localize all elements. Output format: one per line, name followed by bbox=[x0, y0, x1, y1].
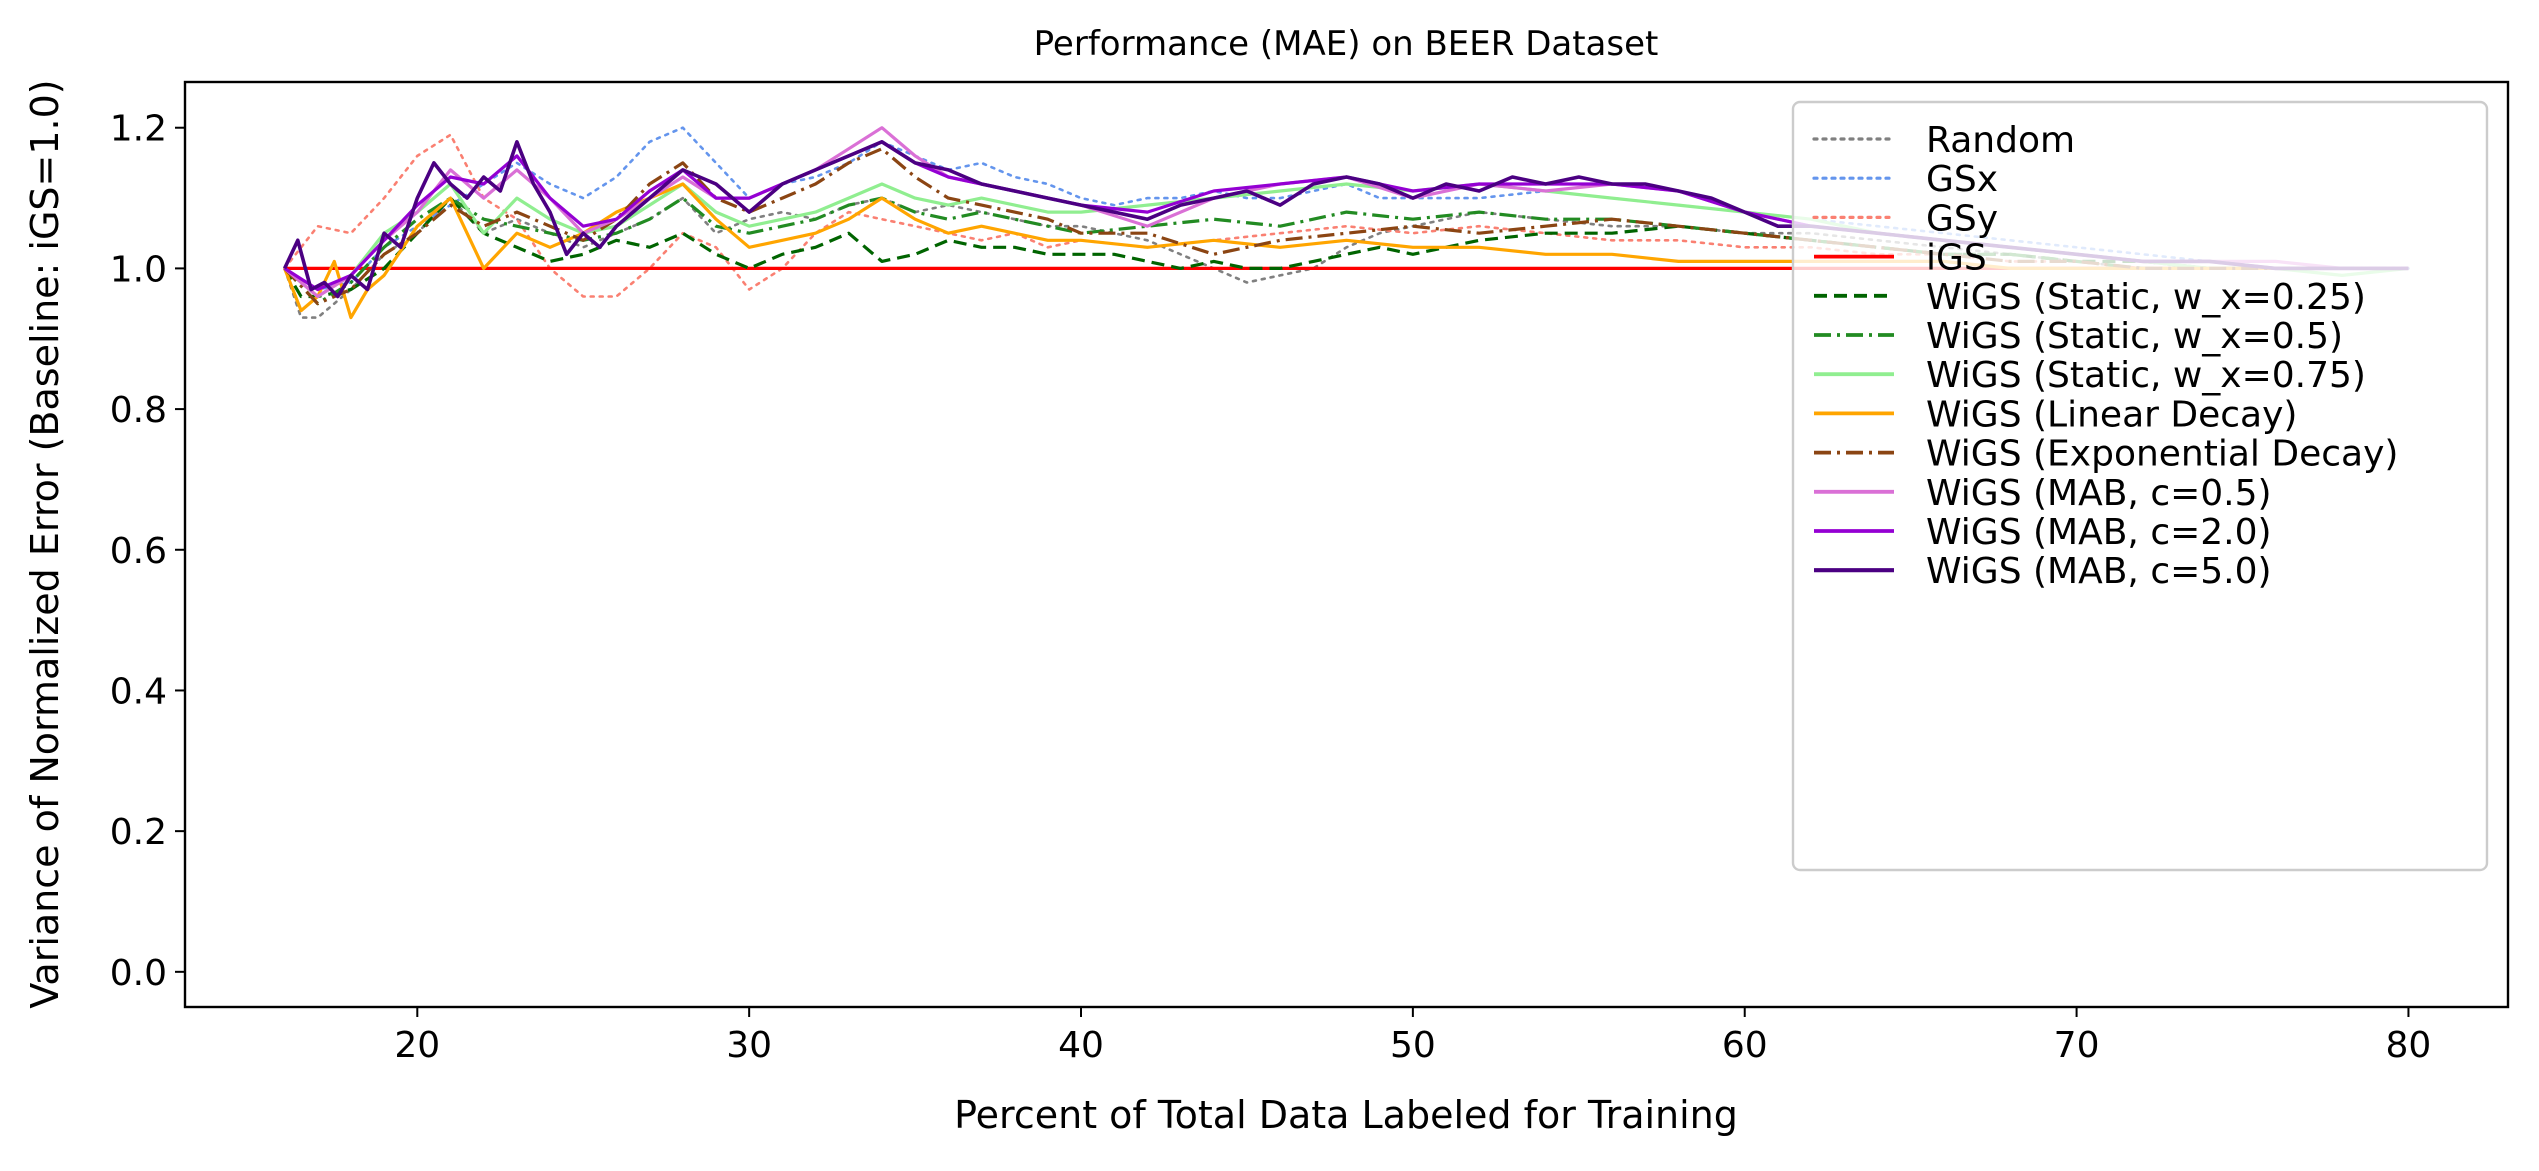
y-tick-label: 0.8 bbox=[110, 390, 167, 431]
legend-label: WiGS (Linear Decay) bbox=[1926, 394, 2297, 435]
x-axis-label: Percent of Total Data Labeled for Traini… bbox=[954, 1093, 1738, 1137]
legend-label: GSy bbox=[1926, 198, 1998, 239]
legend-label: WiGS (Static, w_x=0.5) bbox=[1926, 316, 2343, 357]
y-axis-label: Variance of Normalized Error (Baseline: … bbox=[23, 79, 67, 1008]
series-line-wigs-mab-c-5-0 bbox=[282, 140, 2409, 299]
x-tick-label: 40 bbox=[1058, 1025, 1104, 1066]
axes-frame bbox=[183, 80, 2510, 1009]
legend-label: WiGS (Static, w_x=0.25) bbox=[1926, 277, 2366, 318]
legend-item-gsx: GSx bbox=[1812, 159, 1998, 200]
x-axis-ticks: 20 30 40 50 60 70 80 bbox=[394, 1007, 2431, 1066]
y-tick-label: 0.6 bbox=[110, 531, 167, 572]
legend-item-wigs-static-w-x-0-75: WiGS (Static, w_x=0.75) bbox=[1814, 355, 2366, 396]
y-tick-label: 1.2 bbox=[110, 109, 167, 150]
series-group bbox=[282, 126, 2410, 320]
legend-item-wigs-static-w-x-0-25: WiGS (Static, w_x=0.25) bbox=[1814, 277, 2366, 318]
x-tick-label: 70 bbox=[2054, 1025, 2100, 1066]
legend-label: WiGS (MAB, c=2.0) bbox=[1926, 512, 2272, 553]
x-tick-label: 30 bbox=[726, 1025, 772, 1066]
legend-label: WiGS (Static, w_x=0.75) bbox=[1926, 355, 2366, 396]
y-tick-label: 0.2 bbox=[110, 812, 167, 853]
legend-label: WiGS (MAB, c=0.5) bbox=[1926, 473, 2272, 514]
legend-item-igs: iGS bbox=[1814, 238, 1987, 279]
y-axis-ticks: 0.0 0.2 0.4 0.6 0.8 1.0 1.2 bbox=[110, 109, 185, 994]
y-tick-label: 1.0 bbox=[110, 249, 167, 290]
legend-label: iGS bbox=[1926, 238, 1987, 279]
x-tick-label: 60 bbox=[1722, 1025, 1768, 1066]
series-line-wigs-exponential-decay bbox=[283, 147, 2409, 306]
legend-item-wigs-linear-decay: WiGS (Linear Decay) bbox=[1814, 394, 2297, 435]
legend-label: Random bbox=[1926, 120, 2075, 161]
x-tick-label: 20 bbox=[394, 1025, 440, 1066]
y-tick-label: 0.4 bbox=[110, 671, 167, 712]
legend-item-random: Random bbox=[1812, 120, 2075, 161]
x-tick-label: 50 bbox=[1390, 1025, 1436, 1066]
legend-box bbox=[1791, 100, 2489, 872]
legend-item-wigs-mab-c-0-5: WiGS (MAB, c=0.5) bbox=[1814, 473, 2272, 514]
legend-label: WiGS (Exponential Decay) bbox=[1926, 434, 2398, 475]
plot-area: 20 30 40 50 60 70 80 0.0 0.2 0.4 0.6 0.8 1.0 1.2 bbox=[110, 80, 2510, 1066]
series-line-random bbox=[283, 196, 2410, 319]
legend-label: GSx bbox=[1926, 159, 1998, 200]
y-tick-label: 0.0 bbox=[110, 953, 167, 994]
legend-item-gsy: GSy bbox=[1812, 198, 1998, 239]
legend-item-wigs-exponential-decay: WiGS (Exponential Decay) bbox=[1814, 434, 2398, 475]
legend-item-wigs-mab-c-5-0: WiGS (MAB, c=5.0) bbox=[1814, 551, 2272, 592]
legend-item-wigs-static-w-x-0-5: WiGS (Static, w_x=0.5) bbox=[1814, 316, 2343, 357]
chart-title: Performance (MAE) on BEER Dataset bbox=[1034, 24, 1659, 64]
x-tick-label: 80 bbox=[2386, 1025, 2432, 1066]
legend-item-wigs-mab-c-2-0: WiGS (MAB, c=2.0) bbox=[1814, 512, 2272, 553]
legend-label: WiGS (MAB, c=5.0) bbox=[1926, 551, 2272, 592]
